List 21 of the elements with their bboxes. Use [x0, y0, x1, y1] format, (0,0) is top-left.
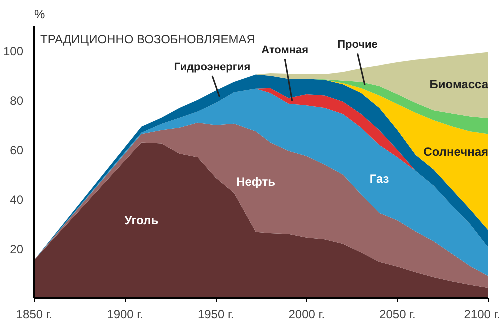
series-label: Нефть [236, 174, 276, 189]
series-label: Солнечная [424, 145, 489, 160]
x-tick-label: 1900 г. [107, 308, 144, 322]
x-tick-label: 2050 г. [380, 308, 416, 322]
text: Атомная [262, 44, 309, 57]
series-label: Гидроэнергия [174, 61, 251, 74]
y-tick-label: 60 [10, 144, 24, 158]
y-tick-label: 40 [10, 193, 24, 208]
y-axis-title: % [34, 8, 46, 22]
series-label: Уголь [124, 214, 159, 228]
y-tick-label: 20 [10, 242, 24, 257]
y-tick-label: 80 [10, 94, 24, 108]
x-tick-label: 2000 г. [288, 308, 326, 322]
x-tick-label: 2100 г. [464, 308, 500, 322]
text: Прочие [338, 39, 378, 52]
y-tick-label: 100 [3, 44, 24, 59]
annotation: ТРАДИЦИОННО ВОЗОБНОВЛЯЕМАЯ [40, 32, 256, 46]
x-tick-label: 1850 г. [16, 308, 53, 322]
series-label: Газ [370, 172, 390, 186]
x-tick-label: 1950 г. [198, 308, 234, 322]
series-label: Биомасса [430, 77, 489, 92]
